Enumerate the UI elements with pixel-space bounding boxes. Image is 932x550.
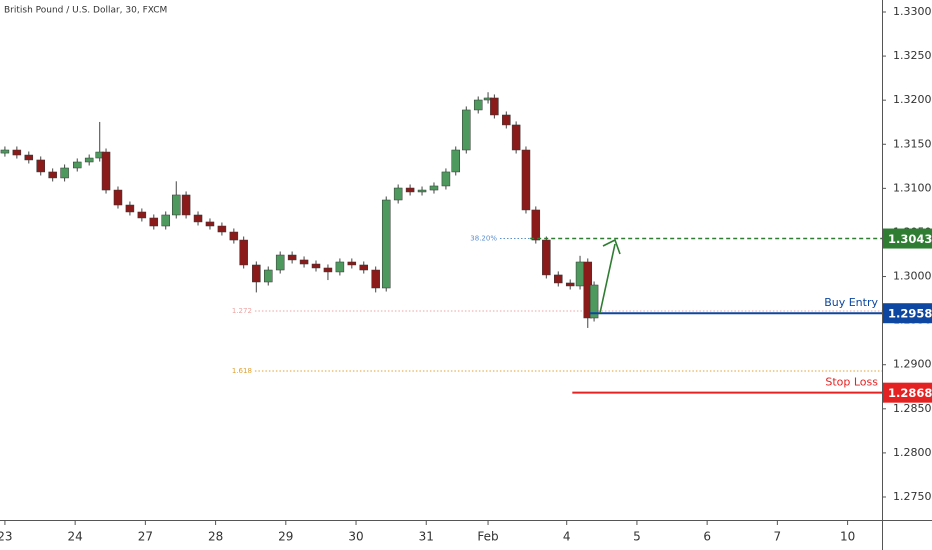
y-tick-label: 1.30000 [893,270,932,283]
candle-body [181,194,191,216]
candle-body [48,171,57,179]
y-tick-label: 1.33000 [893,5,932,18]
candle-body [101,151,111,191]
candle-body [502,114,511,126]
candle-body [287,254,297,261]
projection-arrow [599,238,621,314]
fib-label: 1.272 [232,307,252,315]
y-tick-label: 1.27500 [893,490,932,503]
candle-body [335,261,345,273]
candle-body [542,239,551,276]
candle-body [72,161,82,169]
x-tick-label: 31 [419,530,434,544]
fib-label: 38.20% [470,235,497,243]
plot: 1.330001.325001.320001.315001.310001.305… [0,5,932,544]
candle-body [252,264,261,283]
y-tick-label: 1.29000 [893,358,932,371]
y-tick-label: 1.31500 [893,137,932,150]
candle-body [0,149,10,154]
x-tick-label: 23 [0,530,13,544]
candle-body [12,149,22,156]
x-tick-label: 30 [348,530,363,544]
candle-body [205,221,215,227]
candle-body [381,199,391,289]
candle-body [554,274,563,284]
x-tick-label: Feb [477,530,498,544]
candle-body [229,231,239,241]
y-tick-label: 1.31000 [893,181,932,194]
x-tick-label: 5 [633,530,641,544]
candle-body [323,267,333,273]
y-tick-label: 1.32500 [893,49,932,62]
candle-body [565,282,575,287]
candle-body [239,239,248,266]
candle-body [161,214,170,227]
candle-body [393,187,403,201]
candle-body [575,261,585,287]
level-name: Buy Entry [824,296,878,309]
x-tick-label: 6 [703,530,711,544]
candle-body [490,97,499,116]
candle-body [417,189,427,193]
x-tick-label: 27 [138,530,153,544]
x-tick-label: 29 [278,530,293,544]
x-tick-label: 28 [208,530,223,544]
candle-body [299,259,309,265]
x-tick-label: 4 [563,530,571,544]
y-tick-label: 1.32000 [893,93,932,106]
price-box [883,382,932,403]
candle-body [24,154,34,161]
x-tick-label: 7 [774,530,782,544]
candle-body [193,214,203,223]
fib-label: 1.618 [232,367,252,375]
candle-body [36,159,45,173]
y-tick-label: 1.28500 [893,402,932,415]
arrow-shaft [599,243,616,314]
chart-title: British Pound / U.S. Dollar, 30, FXCM [4,6,167,16]
candle-body [441,171,451,187]
candle-body [347,261,357,266]
price-box [883,303,932,324]
candle-body [311,263,321,269]
candle-body [473,99,483,111]
candle-body [60,167,69,179]
candle-body [462,109,471,151]
candle-body [371,269,380,289]
candle-body [125,204,135,213]
x-tick-label: 10 [840,530,855,544]
candle-body [511,124,521,151]
candle-body [589,284,599,319]
candle-body [405,187,415,193]
candle-body [137,211,147,219]
price-box-label: 1.28683 [888,386,932,400]
candle-body [149,217,159,227]
candle-body [359,264,369,271]
candle-body [521,149,531,211]
candle-body [172,194,181,216]
level-name: Stop Loss [825,376,878,389]
candle-body [84,157,94,163]
candle-body [531,209,541,241]
x-tick-label: 24 [67,530,82,544]
candle-body [264,269,273,283]
candle-body [429,185,439,191]
y-tick-label: 1.28000 [893,446,932,459]
price-box-label: 1.29584 [888,307,932,321]
candle-body [275,254,285,271]
price-box [883,228,932,249]
arrow-head [602,238,621,255]
candle-body [217,225,227,233]
candle-body [451,149,460,173]
candle-body [113,189,123,206]
